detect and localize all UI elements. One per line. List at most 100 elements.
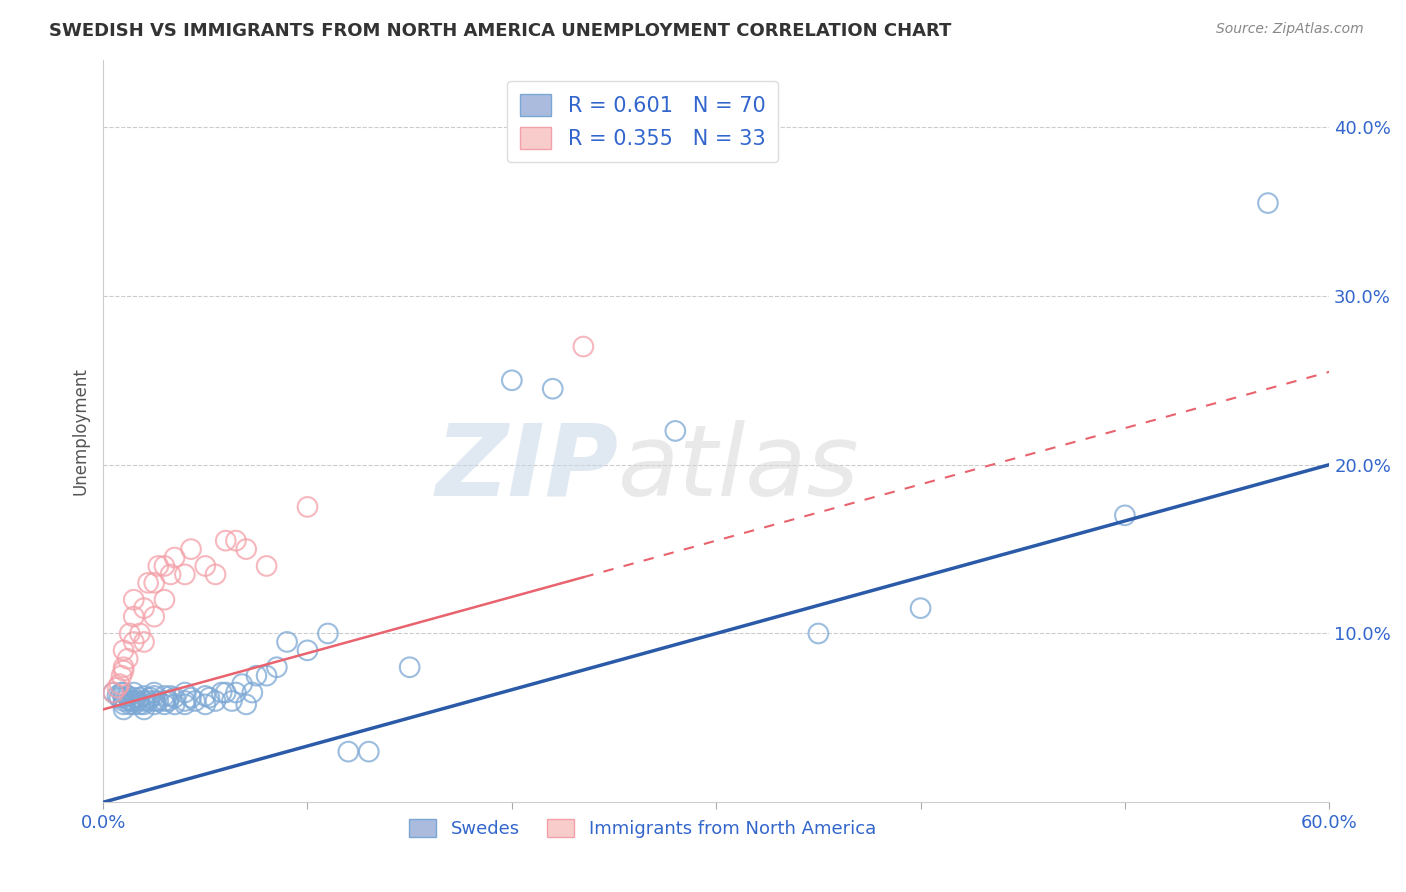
Point [1257, 196, 1279, 211]
Point [129, 698, 152, 712]
Point [211, 685, 233, 699]
Point [143, 575, 166, 590]
Point [112, 690, 135, 705]
Point [204, 694, 226, 708]
Point [118, 698, 141, 712]
Point [107, 689, 129, 703]
Point [121, 694, 143, 708]
Point [112, 685, 135, 699]
Point [122, 592, 145, 607]
Point [107, 681, 129, 695]
Point [153, 689, 176, 703]
Point [143, 685, 166, 699]
Point [132, 698, 155, 712]
Point [122, 635, 145, 649]
Point [112, 698, 135, 712]
Point [143, 698, 166, 712]
Point [572, 339, 595, 353]
Point [173, 694, 195, 708]
Point [240, 685, 263, 699]
Point [110, 685, 132, 699]
Point [215, 533, 238, 548]
Point [297, 643, 319, 657]
Text: Source: ZipAtlas.com: Source: ZipAtlas.com [1216, 22, 1364, 37]
Point [194, 558, 217, 573]
Point [117, 689, 139, 703]
Point [184, 694, 207, 708]
Point [143, 689, 166, 703]
Point [153, 558, 176, 573]
Point [118, 694, 141, 708]
Point [245, 668, 267, 682]
Point [159, 689, 181, 703]
Point [122, 609, 145, 624]
Point [163, 698, 186, 712]
Point [173, 698, 195, 712]
Text: SWEDISH VS IMMIGRANTS FROM NORTH AMERICA UNEMPLOYMENT CORRELATION CHART: SWEDISH VS IMMIGRANTS FROM NORTH AMERICA… [49, 22, 952, 40]
Point [235, 542, 257, 557]
Point [180, 690, 202, 705]
Point [112, 702, 135, 716]
Point [110, 668, 132, 682]
Point [231, 677, 253, 691]
Point [112, 643, 135, 657]
Y-axis label: Unemployment: Unemployment [72, 367, 89, 495]
Point [215, 685, 238, 699]
Point [235, 698, 257, 712]
Point [198, 690, 221, 705]
Point [143, 694, 166, 708]
Point [112, 664, 135, 678]
Point [276, 635, 298, 649]
Point [173, 567, 195, 582]
Point [194, 689, 217, 703]
Point [136, 575, 159, 590]
Point [129, 626, 152, 640]
Point [103, 685, 125, 699]
Point [139, 690, 162, 705]
Point [108, 677, 131, 691]
Point [117, 652, 139, 666]
Legend: Swedes, Immigrants from North America: Swedes, Immigrants from North America [402, 812, 883, 846]
Point [541, 382, 564, 396]
Point [143, 609, 166, 624]
Point [148, 558, 170, 573]
Point [266, 660, 288, 674]
Point [157, 694, 180, 708]
Point [122, 690, 145, 705]
Point [153, 694, 176, 708]
Point [127, 694, 149, 708]
Point [297, 500, 319, 514]
Point [163, 690, 186, 705]
Point [159, 567, 181, 582]
Point [357, 745, 380, 759]
Point [204, 567, 226, 582]
Point [148, 694, 170, 708]
Point [103, 685, 125, 699]
Point [316, 626, 339, 640]
Point [132, 702, 155, 716]
Point [664, 424, 686, 438]
Point [398, 660, 420, 674]
Point [132, 689, 155, 703]
Point [132, 635, 155, 649]
Point [153, 592, 176, 607]
Point [221, 694, 243, 708]
Point [256, 558, 278, 573]
Point [180, 542, 202, 557]
Point [194, 698, 217, 712]
Point [136, 694, 159, 708]
Point [112, 660, 135, 674]
Point [122, 694, 145, 708]
Point [132, 694, 155, 708]
Point [129, 690, 152, 705]
Point [132, 601, 155, 615]
Point [112, 694, 135, 708]
Point [337, 745, 360, 759]
Point [225, 533, 247, 548]
Point [153, 698, 176, 712]
Point [173, 685, 195, 699]
Point [225, 685, 247, 699]
Point [163, 550, 186, 565]
Point [501, 373, 523, 387]
Point [118, 626, 141, 640]
